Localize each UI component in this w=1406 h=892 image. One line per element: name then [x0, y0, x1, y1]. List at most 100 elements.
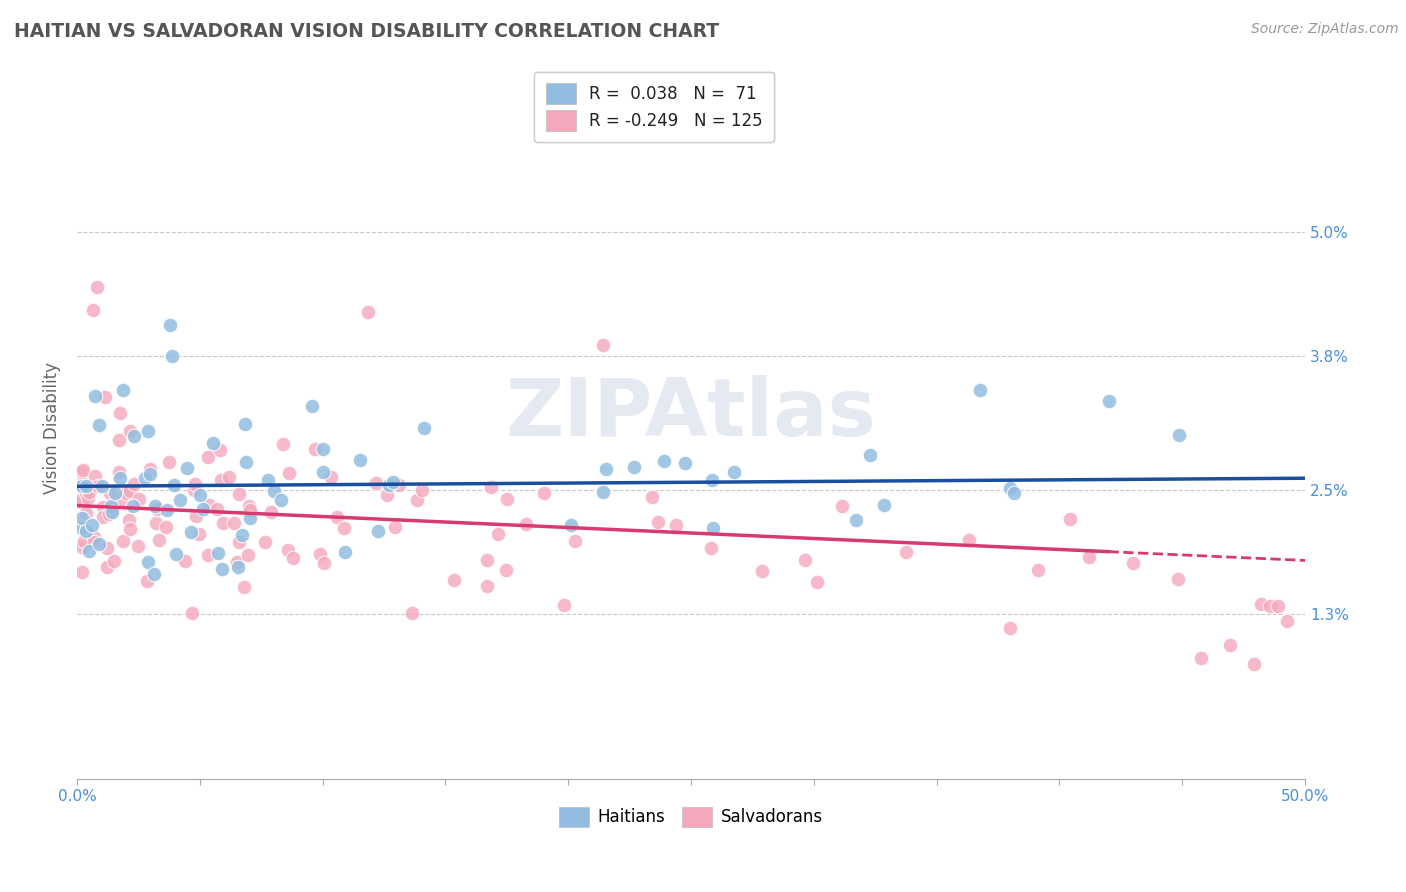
Point — [110, 491, 132, 506]
Point — [100, 499, 122, 513]
Point — [211, 561, 233, 575]
Point — [108, 433, 131, 447]
Point — [209, 473, 232, 487]
Point — [91, 500, 114, 514]
Point — [301, 399, 323, 413]
Point — [595, 462, 617, 476]
Point — [1250, 597, 1272, 611]
Point — [477, 552, 499, 566]
Point — [1258, 599, 1281, 613]
Point — [75, 524, 97, 538]
Point — [270, 492, 292, 507]
Point — [226, 555, 249, 569]
Point — [205, 501, 228, 516]
Point — [273, 437, 295, 451]
Point — [136, 574, 159, 588]
Point — [413, 421, 436, 435]
Point — [145, 516, 167, 531]
Text: ZIPAtlas: ZIPAtlas — [506, 376, 876, 453]
Point — [143, 499, 166, 513]
Point — [197, 450, 219, 465]
Point — [641, 490, 664, 504]
Point — [321, 470, 343, 484]
Point — [1275, 614, 1298, 628]
Point — [377, 478, 399, 492]
Point — [142, 567, 165, 582]
Point — [673, 456, 696, 470]
Point — [87, 537, 110, 551]
Point — [148, 533, 170, 547]
Point — [592, 338, 614, 352]
Point — [87, 417, 110, 432]
Point — [138, 467, 160, 482]
Point — [70, 476, 93, 491]
Point — [495, 563, 517, 577]
Point — [70, 465, 93, 479]
Point — [159, 318, 181, 332]
Point — [112, 534, 135, 549]
Point — [86, 479, 108, 493]
Point — [124, 429, 146, 443]
Point — [1002, 486, 1025, 500]
Point — [128, 491, 150, 506]
Text: Source: ZipAtlas.com: Source: ZipAtlas.com — [1251, 22, 1399, 37]
Point — [207, 546, 229, 560]
Point — [859, 448, 882, 462]
Point — [160, 349, 183, 363]
Point — [70, 479, 93, 493]
Point — [176, 461, 198, 475]
Point — [101, 501, 124, 516]
Point — [702, 520, 724, 534]
Point — [122, 477, 145, 491]
Point — [665, 518, 688, 533]
Point — [183, 483, 205, 497]
Point — [233, 580, 256, 594]
Point — [356, 305, 378, 319]
Point — [592, 485, 614, 500]
Legend: Haitians, Salvadorans: Haitians, Salvadorans — [553, 800, 830, 834]
Point — [1078, 549, 1101, 564]
Point — [93, 390, 115, 404]
Point — [1059, 512, 1081, 526]
Point — [277, 543, 299, 558]
Point — [226, 560, 249, 574]
Point — [77, 485, 100, 500]
Point — [70, 511, 93, 525]
Point — [180, 525, 202, 540]
Point — [212, 516, 235, 531]
Point — [163, 477, 186, 491]
Point — [84, 388, 107, 402]
Point — [254, 535, 277, 549]
Point — [91, 510, 114, 524]
Point — [118, 424, 141, 438]
Point — [647, 515, 669, 529]
Point — [367, 524, 389, 539]
Point — [70, 479, 93, 493]
Point — [70, 541, 93, 555]
Point — [235, 455, 257, 469]
Point — [309, 547, 332, 561]
Point — [155, 520, 177, 534]
Point — [957, 533, 980, 548]
Point — [236, 548, 259, 562]
Point — [222, 516, 245, 530]
Point — [1167, 572, 1189, 586]
Point — [83, 468, 105, 483]
Point — [873, 498, 896, 512]
Point — [198, 498, 221, 512]
Point — [375, 488, 398, 502]
Point — [104, 485, 127, 500]
Point — [1267, 599, 1289, 613]
Point — [145, 501, 167, 516]
Point — [82, 517, 104, 532]
Point — [238, 499, 260, 513]
Point — [845, 513, 868, 527]
Point — [335, 545, 357, 559]
Point — [233, 417, 256, 432]
Point — [180, 606, 202, 620]
Point — [115, 486, 138, 500]
Point — [515, 517, 537, 532]
Point — [969, 383, 991, 397]
Point — [136, 424, 159, 438]
Point — [443, 573, 465, 587]
